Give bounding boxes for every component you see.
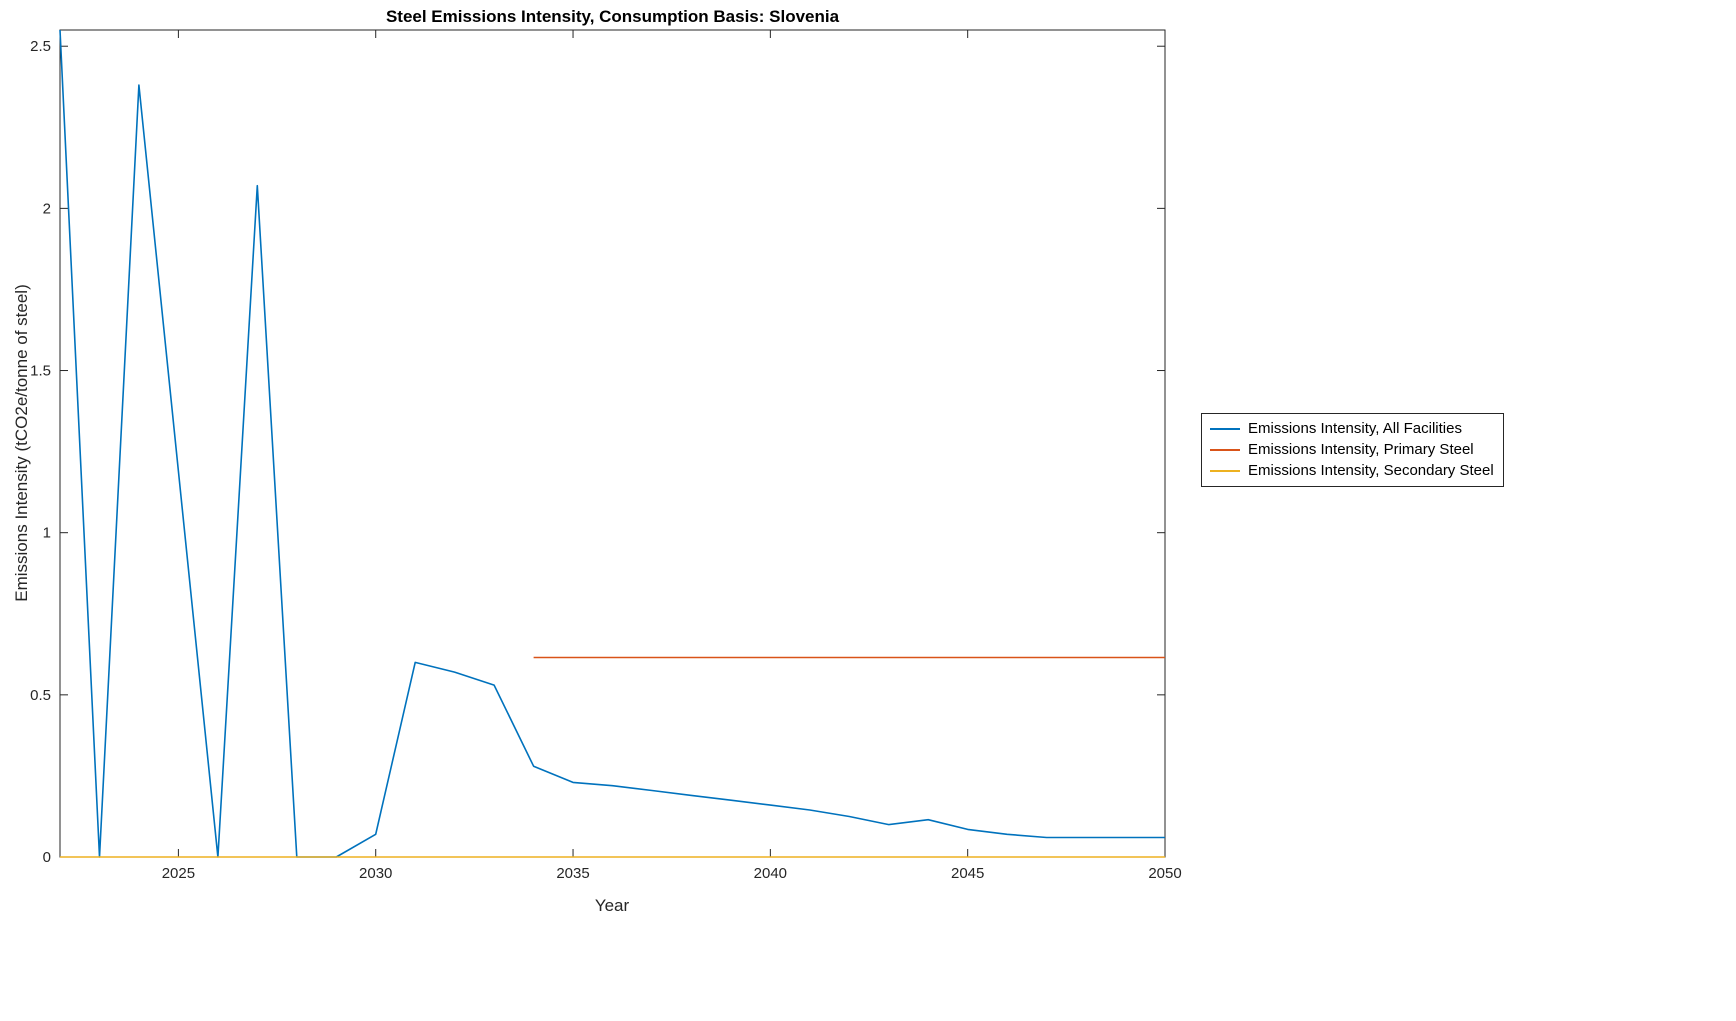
y-tick-label: 2.5 — [30, 38, 51, 55]
x-tick-label: 2030 — [359, 865, 392, 882]
legend-line-all-facilities — [1210, 427, 1240, 430]
legend-label-all-facilities: Emissions Intensity, All Facilities — [1248, 420, 1462, 437]
legend-label-secondary-steel: Emissions Intensity, Secondary Steel — [1248, 462, 1494, 479]
y-tick-label: 2 — [43, 200, 51, 217]
legend-line-secondary-steel — [1210, 469, 1240, 472]
x-tick-label: 2045 — [951, 865, 984, 882]
legend-item: Emissions Intensity, Primary Steel — [1210, 439, 1494, 460]
legend-line-primary-steel — [1210, 448, 1240, 451]
y-tick-label: 1.5 — [30, 363, 51, 380]
x-tick-label: 2050 — [1148, 865, 1181, 882]
y-tick-label: 1 — [43, 525, 51, 542]
legend: Emissions Intensity, All Facilities Emis… — [1201, 413, 1504, 487]
y-tick-label: 0.5 — [30, 687, 51, 704]
x-tick-label: 2035 — [556, 865, 589, 882]
x-tick-label: 2040 — [754, 865, 787, 882]
y-tick-label: 0 — [43, 849, 51, 866]
chart-title: Steel Emissions Intensity, Consumption B… — [385, 7, 840, 26]
x-tick-label: 2025 — [162, 865, 195, 882]
legend-item: Emissions Intensity, All Facilities — [1210, 418, 1494, 439]
x-axis-label: Year — [594, 896, 630, 915]
legend-item: Emissions Intensity, Secondary Steel — [1210, 460, 1494, 481]
series-line-0 — [59, 29, 1165, 858]
legend-label-primary-steel: Emissions Intensity, Primary Steel — [1248, 441, 1474, 458]
